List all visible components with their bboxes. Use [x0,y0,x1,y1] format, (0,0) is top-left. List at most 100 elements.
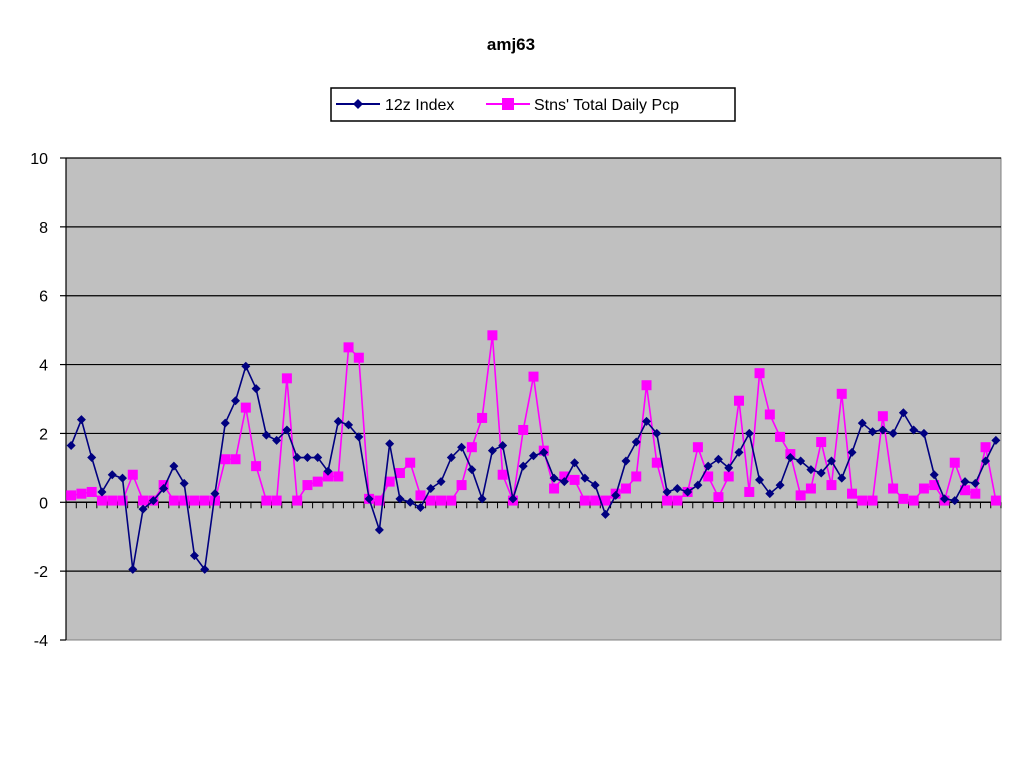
data-point [970,488,981,499]
data-point [456,480,467,491]
data-point [179,478,189,488]
data-point [457,442,467,452]
data-point [179,495,190,506]
data-point [231,396,241,406]
data-point [990,495,1001,506]
data-point [662,487,672,497]
data-point [816,437,827,448]
y-tick-label: 6 [39,289,48,306]
data-point [703,461,713,471]
data-point [826,456,836,466]
data-point [168,495,179,506]
data-point [662,495,673,506]
data-point [693,480,703,490]
data-point [302,480,313,491]
data-point [313,453,323,463]
data-point [805,483,816,494]
y-tick-label: 2 [39,426,48,443]
data-point [651,457,662,468]
data-point [631,437,641,447]
data-point [847,447,857,457]
data-point [209,495,220,506]
data-point [539,447,549,457]
data-point [385,439,395,449]
data-point [497,469,508,480]
data-point [877,411,888,422]
data-point [96,495,107,506]
data-point [364,494,374,504]
data-point [220,418,230,428]
data-point [898,493,909,504]
x-axis [65,501,1002,509]
data-point [909,425,919,435]
data-point [529,451,538,461]
data-point [672,484,682,494]
data-point [425,495,436,506]
data-point [446,453,456,463]
data-point [579,495,590,506]
data-point [806,465,816,475]
data-point [867,495,878,506]
data-point [344,420,354,430]
data-point [755,475,765,485]
data-point [960,485,971,496]
data-point [590,495,601,506]
data-point [436,495,447,506]
data-point [939,494,949,504]
data-point [251,461,262,472]
data-point [847,488,858,499]
legend-marker-square-icon [502,98,514,110]
data-point [169,461,179,471]
data-point [796,456,806,466]
legend-box [330,87,736,122]
data-point [138,504,148,514]
data-point [189,551,199,561]
data-point [282,425,292,435]
legend-label-12z-index: 12z Index [385,97,454,114]
y-tick-label: 8 [39,220,48,237]
data-point [642,416,652,426]
data-point [487,446,497,456]
data-point [929,470,939,480]
data-point [76,415,86,425]
data-point [590,480,600,490]
data-point [508,494,518,504]
data-point [795,490,806,501]
data-point [127,469,138,480]
data-point [333,416,343,426]
data-point [528,371,539,382]
data-point [384,476,395,487]
data-point [765,489,775,499]
data-point [775,431,786,442]
data-point [210,489,220,499]
data-point [66,440,76,450]
data-point [898,408,908,418]
data-point [929,480,940,491]
data-point [467,465,477,475]
data-point [908,495,919,506]
y-axis: -4 -2 0 2 4 6 8 10 [30,151,67,650]
data-point [620,483,631,494]
data-point [200,564,210,574]
series-12z-index [66,361,1001,574]
data-point [87,453,97,463]
data-point [446,495,457,506]
data-point [312,476,323,487]
data-point [868,427,878,437]
data-point [405,457,416,468]
data-point [436,477,446,487]
data-point [271,495,282,506]
data-point [415,490,426,501]
data-point [857,418,867,428]
data-point [980,442,991,453]
legend-marker-diamond-icon [353,99,363,109]
legend-label-stns-total-daily-pcp: Stns' Total Daily Pcp [534,97,679,114]
data-point [949,457,960,468]
data-point [466,442,477,453]
data-point [836,388,847,399]
data-point [816,468,826,478]
data-point [241,361,251,371]
data-point [775,480,785,490]
data-point [518,424,529,435]
data-point [333,471,344,482]
